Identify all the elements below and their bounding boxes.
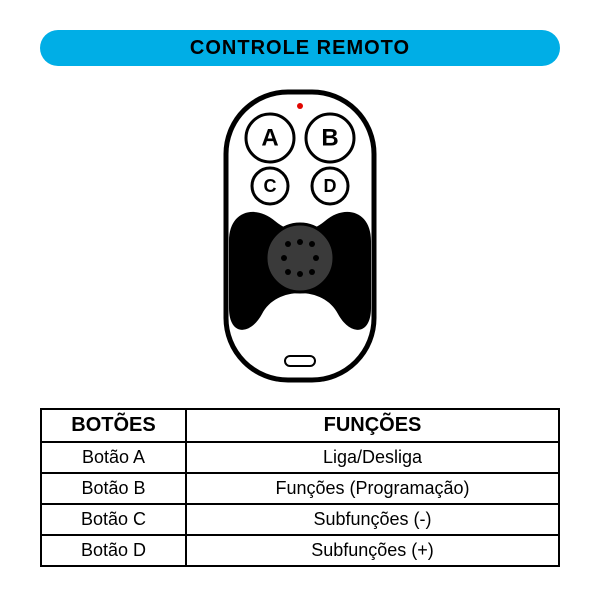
button-c-label: C [264, 176, 277, 196]
cell-button: Botão C [41, 504, 186, 535]
col-header-buttons: BOTÕES [41, 409, 186, 442]
table-row: Botão A Liga/Desliga [41, 442, 559, 473]
button-b-label: B [321, 125, 338, 152]
table-row: Botão C Subfunções (-) [41, 504, 559, 535]
title-bar: CONTROLE REMOTO [40, 30, 560, 66]
cell-function: Liga/Desliga [186, 442, 559, 473]
page-title: CONTROLE REMOTO [190, 37, 410, 60]
functions-table: BOTÕES FUNÇÕES Botão A Liga/Desliga Botã… [40, 408, 560, 567]
cell-function: Subfunções (+) [186, 535, 559, 566]
table-row: Botão B Funções (Programação) [41, 473, 559, 504]
speaker-icon [266, 224, 334, 292]
remote-illustration: A B C D [220, 86, 380, 386]
cell-button: Botão D [41, 535, 186, 566]
button-a-label: A [261, 125, 278, 152]
cell-button: Botão A [41, 442, 186, 473]
button-d-label: D [324, 176, 337, 196]
home-button-icon [285, 356, 315, 366]
remote-svg: A B C D [220, 86, 380, 386]
cell-button: Botão B [41, 473, 186, 504]
cell-function: Funções (Programação) [186, 473, 559, 504]
table-header-row: BOTÕES FUNÇÕES [41, 409, 559, 442]
functions-table-wrap: BOTÕES FUNÇÕES Botão A Liga/Desliga Botã… [40, 408, 560, 567]
led-icon [297, 103, 303, 109]
col-header-functions: FUNÇÕES [186, 409, 559, 442]
cell-function: Subfunções (-) [186, 504, 559, 535]
table-row: Botão D Subfunções (+) [41, 535, 559, 566]
